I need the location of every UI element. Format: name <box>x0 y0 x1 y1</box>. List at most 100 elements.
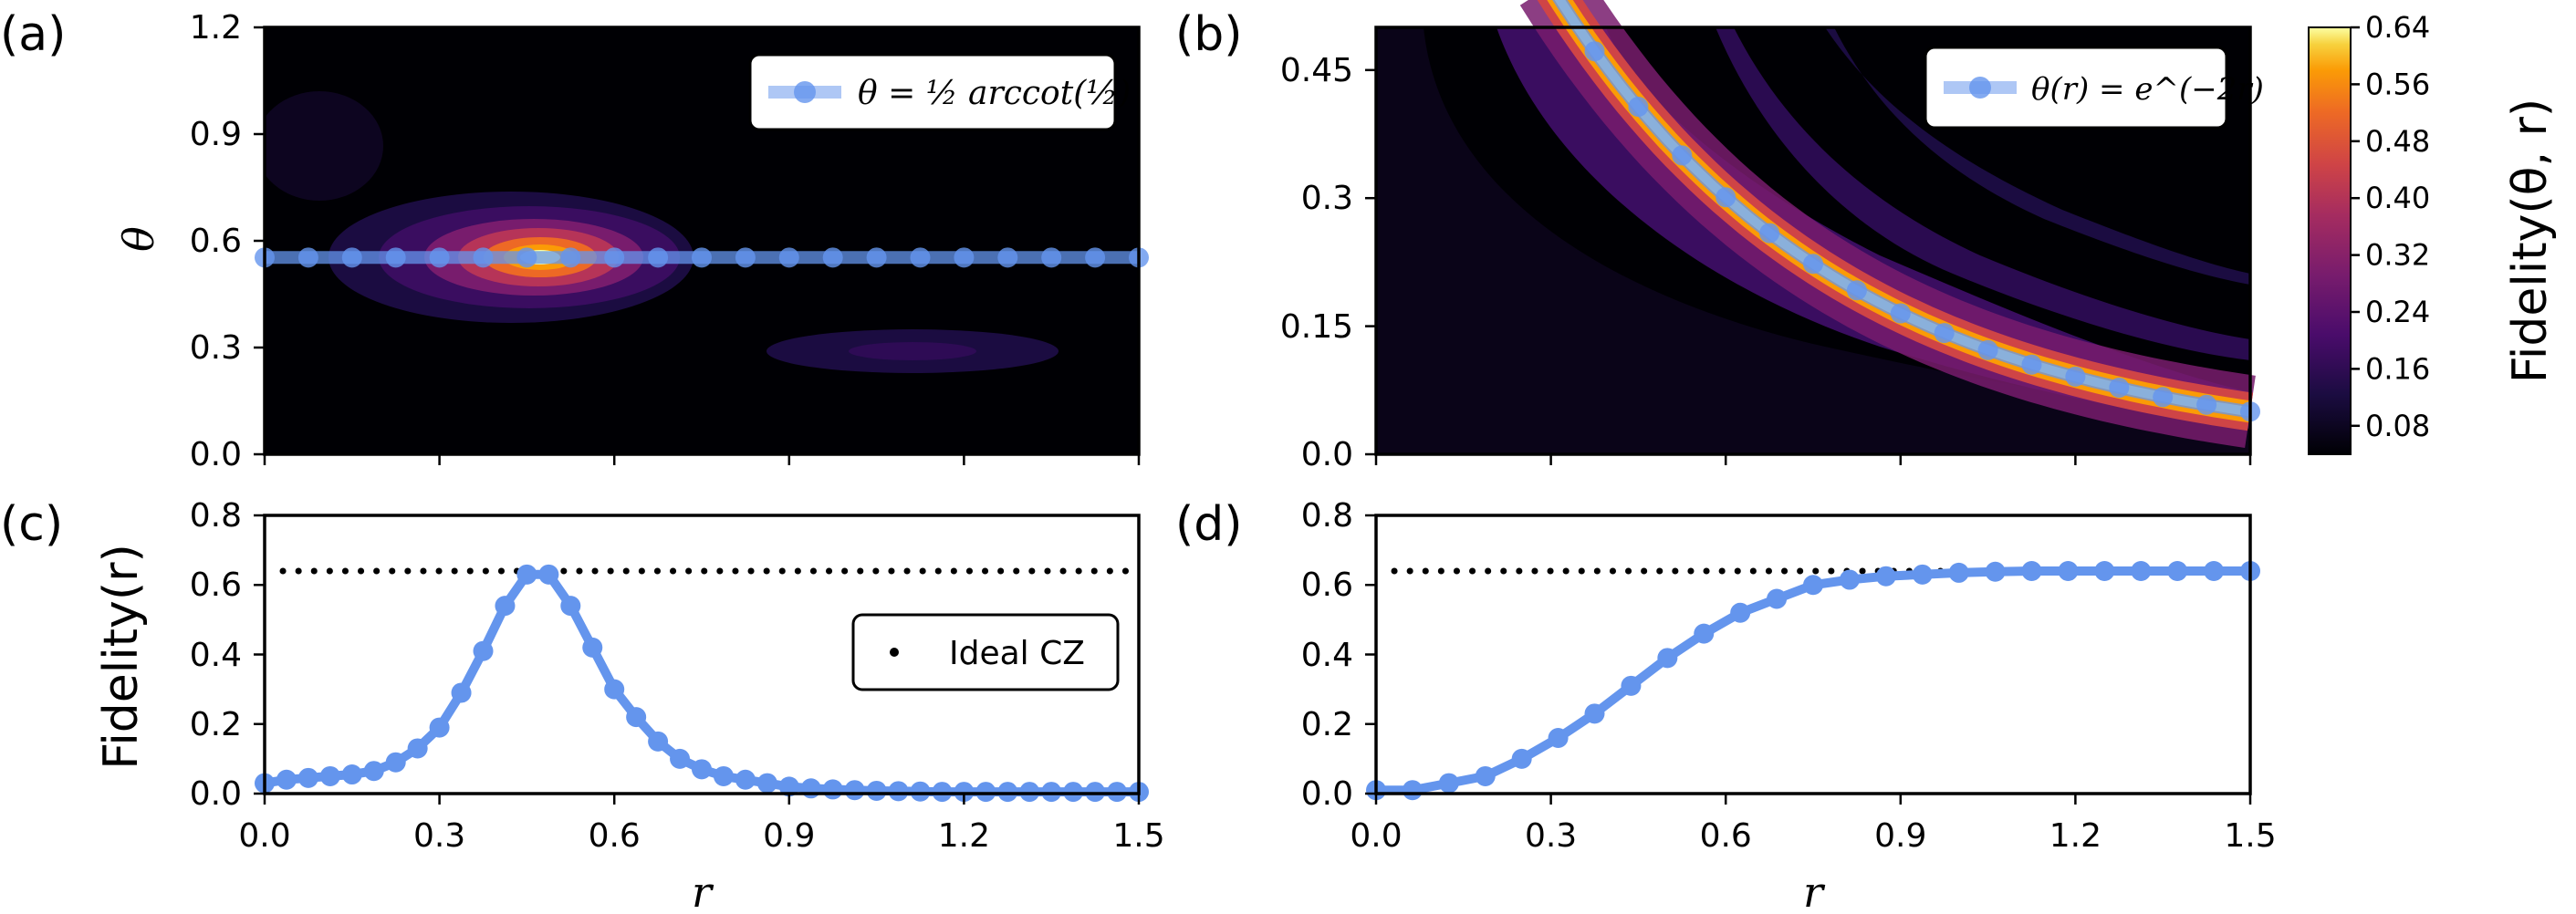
data-point-a <box>1041 247 1062 268</box>
y-tick-label: 0.4 <box>1301 637 1353 674</box>
colorbar-tick-label: 0.40 <box>2365 181 2430 215</box>
data-point-c <box>604 679 625 700</box>
y-tick-label: 0.8 <box>1301 497 1353 535</box>
data-point-d <box>1948 562 1969 583</box>
data-point-c <box>297 767 318 788</box>
colorbar-tick-label: 0.64 <box>2365 10 2430 45</box>
x-tick-label: 1.2 <box>2049 817 2101 855</box>
data-point-d <box>1657 648 1678 669</box>
data-point-c <box>538 564 559 585</box>
colorbar-tick-label: 0.32 <box>2365 238 2430 273</box>
data-point-c <box>954 782 975 803</box>
data-point-c <box>473 640 494 661</box>
data-point-c <box>516 564 537 585</box>
data-point-d <box>1511 748 1532 769</box>
data-point-a <box>516 247 537 268</box>
data-point-c <box>866 780 887 801</box>
y-tick-label: 0.0 <box>1301 436 1353 473</box>
data-point-d <box>1694 623 1715 644</box>
x-axis-label-c: r <box>692 867 714 914</box>
y-tick-label: 0.6 <box>1301 566 1353 604</box>
x-tick-label: 1.5 <box>1112 817 1164 855</box>
data-point-d <box>2021 561 2042 581</box>
data-point-c <box>276 769 297 790</box>
data-point-a <box>1085 247 1106 268</box>
data-point-a <box>997 247 1018 268</box>
data-point-d <box>2167 561 2188 581</box>
y-ticks-d <box>1365 514 1376 795</box>
theta-markers-b <box>1584 41 2260 422</box>
x-tick-label: 0.0 <box>1350 817 1402 855</box>
data-point-a <box>604 247 625 268</box>
panel-label-a: (a) <box>0 7 66 62</box>
data-point-d <box>1839 569 1860 590</box>
data-point-b <box>2065 366 2086 387</box>
data-point-b <box>1803 254 1823 275</box>
axes-frame-b <box>1374 26 2252 456</box>
data-point-c <box>692 759 712 780</box>
data-point-a <box>822 247 843 268</box>
data-point-d <box>1475 765 1496 786</box>
x-tick-label: 0.3 <box>1525 817 1577 855</box>
data-point-c <box>451 682 472 703</box>
legend-label-c: Ideal CZ <box>949 635 1085 672</box>
panel-label-c: (c) <box>0 497 63 552</box>
data-point-b <box>2109 377 2130 398</box>
data-point-a <box>866 247 887 268</box>
axes-background-d <box>1376 515 2250 794</box>
colorbar-tick-label: 0.48 <box>2365 124 2430 159</box>
data-point-c <box>407 738 428 759</box>
x-ticks-a <box>263 454 1141 465</box>
y-tick-label: 0.0 <box>190 436 242 473</box>
data-point-c <box>735 769 756 790</box>
data-point-d <box>1767 588 1788 609</box>
data-point-b <box>2196 394 2217 415</box>
data-point-d <box>2094 561 2115 581</box>
y-axis-label-c: Fidelity(r) <box>94 544 149 770</box>
data-point-c <box>822 779 843 800</box>
panel-label-d: (d) <box>1175 497 1243 552</box>
data-point-c <box>385 752 406 773</box>
data-point-c <box>800 778 821 799</box>
fidelity-markers-d <box>1366 561 2260 801</box>
x-tick-label: 1.5 <box>2224 817 2276 855</box>
theta-markers-a <box>255 247 1149 268</box>
y-ticks-a <box>254 26 265 456</box>
data-point-d <box>1548 728 1569 748</box>
x-ticks-b <box>1374 454 2252 465</box>
data-point-d <box>1985 561 2006 582</box>
data-point-d <box>1803 575 1823 596</box>
legend-a: θ = ½ arccot(½) <box>748 53 1131 131</box>
data-point-c <box>1019 782 1040 803</box>
data-point-b <box>1934 323 1955 344</box>
data-point-d <box>1730 602 1751 623</box>
data-point-a <box>692 247 712 268</box>
x-ticks-c <box>263 794 1141 805</box>
colorbar-label: Fidelity(θ, r) <box>2503 99 2558 383</box>
data-point-c <box>363 761 384 782</box>
colorbar-tick-label: 0.16 <box>2365 351 2430 386</box>
x-axis-label-d: r <box>1803 867 1826 914</box>
colorbar-tick-label: 0.56 <box>2365 67 2430 101</box>
y-tick-label: 0.3 <box>190 329 242 367</box>
data-point-a <box>954 247 975 268</box>
data-point-b <box>1977 339 1998 360</box>
data-point-d <box>1438 773 1459 794</box>
panel-label-b: (b) <box>1175 7 1243 62</box>
data-point-d <box>2058 561 2079 581</box>
data-point-d <box>1912 564 1933 585</box>
data-point-b <box>2021 354 2042 375</box>
y-tick-label: 0.6 <box>190 223 242 260</box>
data-point-c <box>560 596 581 617</box>
data-point-c <box>648 731 669 752</box>
data-point-a <box>735 247 756 268</box>
data-point-d <box>1621 675 1642 696</box>
x-ticks-d <box>1374 794 2252 805</box>
data-point-c <box>1063 782 1084 803</box>
legend-b: θ(r) = e^(−2r) <box>1924 46 2264 130</box>
data-point-c <box>429 717 450 738</box>
data-point-a <box>385 247 406 268</box>
data-point-c <box>582 637 603 658</box>
data-point-c <box>756 773 777 794</box>
data-point-c <box>910 781 931 802</box>
